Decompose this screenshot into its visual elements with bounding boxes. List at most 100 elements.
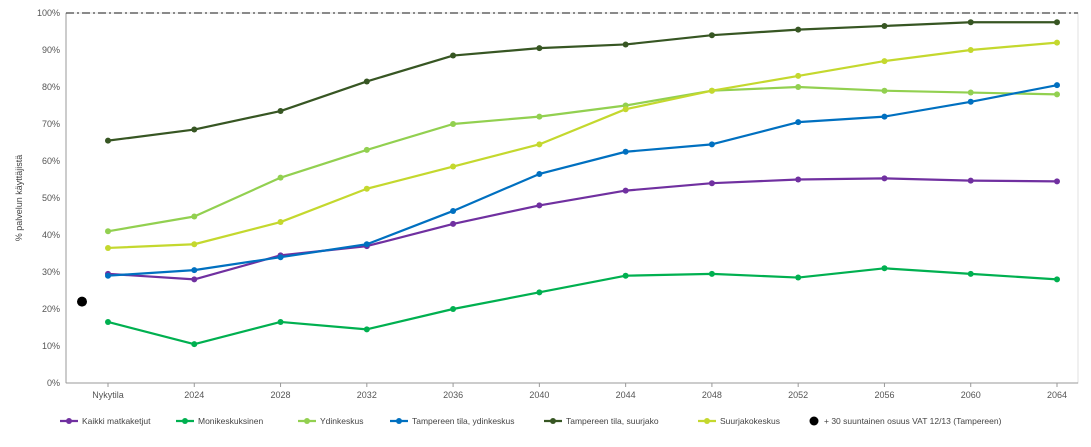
legend-marker — [304, 418, 310, 424]
data-point — [708, 141, 715, 148]
y-tick-label: 0% — [47, 378, 60, 388]
data-point — [622, 106, 629, 113]
y-tick-label: 50% — [42, 193, 60, 203]
series-6 — [105, 39, 1060, 251]
data-point — [191, 276, 198, 283]
data-point — [191, 126, 198, 133]
data-point — [967, 177, 974, 184]
y-tick-label: 30% — [42, 267, 60, 277]
legend-item: Kaikki matkaketjut — [60, 416, 151, 426]
series-5 — [105, 19, 1060, 144]
data-point — [1054, 178, 1060, 185]
data-point — [881, 22, 888, 29]
data-point — [795, 274, 802, 281]
data-point — [277, 219, 284, 226]
data-point — [191, 213, 198, 220]
data-point — [795, 84, 802, 90]
legend-item: Monikeskuksinen — [176, 416, 263, 426]
plot-area — [65, 12, 1079, 384]
data-point — [881, 113, 888, 120]
legend-label: Kaikki matkaketjut — [82, 416, 151, 426]
data-point — [881, 265, 888, 272]
data-point — [105, 228, 111, 235]
data-point — [277, 254, 284, 261]
data-point — [363, 241, 370, 248]
data-point — [536, 170, 543, 177]
data-point — [450, 306, 457, 312]
legend-label: Monikeskuksinen — [198, 416, 263, 426]
data-point — [1054, 276, 1060, 283]
series-line — [107, 267, 1058, 346]
legend-label: Tampereen tila, suurjako — [566, 416, 659, 426]
data-point — [881, 58, 888, 65]
data-point — [881, 175, 888, 182]
y-tick-label: 80% — [42, 82, 60, 92]
data-point — [105, 318, 111, 325]
y-axis-label: % palvelun käyttäjistä — [14, 155, 24, 242]
x-tick-label: 2044 — [616, 390, 636, 400]
legend-item: Suurjakokeskus — [698, 416, 780, 426]
x-tick-label: 2028 — [271, 390, 291, 400]
series-4 — [105, 82, 1060, 279]
data-point — [363, 146, 370, 153]
x-tick-label: 2056 — [874, 390, 894, 400]
series-2 — [105, 265, 1060, 348]
data-point — [536, 141, 543, 148]
y-tick-label: 100% — [37, 8, 60, 18]
data-point — [363, 78, 370, 85]
series-line — [107, 85, 1058, 233]
legend-marker — [396, 418, 402, 424]
series-line — [107, 84, 1058, 277]
series-lines — [105, 19, 1060, 348]
data-point — [277, 108, 284, 115]
data-point — [967, 98, 974, 105]
data-point — [105, 272, 111, 279]
legend-item: Tampereen tila, suurjako — [544, 416, 659, 426]
data-point — [536, 289, 543, 296]
x-tick-label: 2036 — [443, 390, 463, 400]
data-point — [795, 72, 802, 79]
y-tick-label: 60% — [42, 156, 60, 166]
data-point — [708, 270, 715, 277]
data-point — [622, 148, 629, 155]
data-point — [622, 187, 629, 194]
data-point — [1054, 91, 1060, 98]
data-point — [708, 87, 715, 94]
x-tick-label: 2052 — [788, 390, 808, 400]
data-point — [363, 185, 370, 192]
data-point — [1054, 39, 1060, 46]
data-point — [708, 180, 715, 187]
data-point — [622, 272, 629, 279]
legend-label: Ydinkeskus — [320, 416, 363, 426]
data-point — [967, 19, 974, 26]
reference-point — [77, 296, 87, 307]
data-point — [277, 174, 284, 181]
data-point — [191, 241, 198, 248]
data-point — [708, 32, 715, 39]
data-point — [1054, 82, 1060, 89]
data-point — [191, 267, 198, 274]
data-point — [105, 137, 111, 144]
data-point — [450, 163, 457, 170]
x-tick-label: 2032 — [357, 390, 377, 400]
legend-item: + 30 suuntainen osuus VAT 12/13 (Tampere… — [809, 416, 1002, 426]
data-point — [536, 202, 543, 209]
x-tick-label: 2060 — [961, 390, 981, 400]
y-tick-labels: 0% 10% 20% 30% 40% 50% 60% 70% 80% 90% 100% — [37, 8, 60, 388]
y-tick-label: 40% — [42, 230, 60, 240]
data-point — [795, 26, 802, 33]
data-point — [450, 220, 457, 227]
data-point — [536, 113, 543, 120]
data-point — [881, 87, 888, 94]
legend-label: Tampereen tila, ydinkeskus — [412, 416, 515, 426]
y-tick-label: 10% — [42, 341, 60, 351]
legend-marker — [66, 418, 72, 424]
data-point — [277, 318, 284, 325]
y-tick-label: 20% — [42, 304, 60, 314]
x-tick-label: 2064 — [1047, 390, 1067, 400]
x-tick-label: Nykytila — [92, 390, 124, 400]
data-point — [450, 121, 457, 127]
legend-marker — [550, 418, 556, 424]
x-tick-label: 2040 — [529, 390, 549, 400]
